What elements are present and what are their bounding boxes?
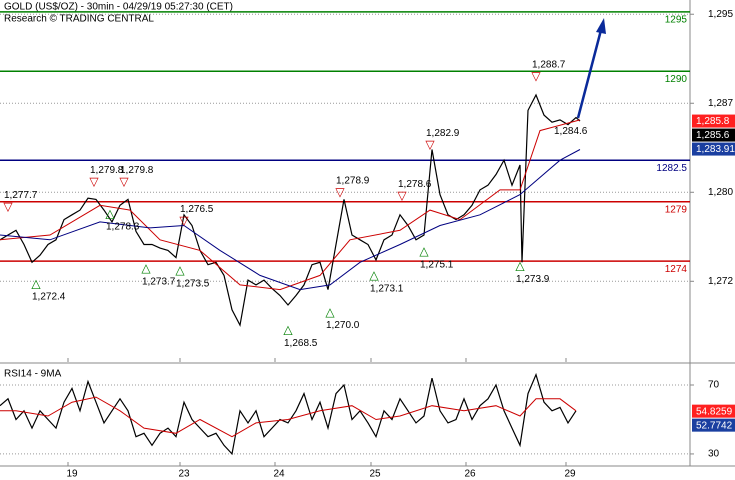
y-tick-label: 1,272: [708, 276, 733, 287]
series-line: [0, 119, 581, 291]
chart-subtitle: Research © TRADING CENTRAL: [4, 14, 154, 25]
extreme-label: 1,273.5: [176, 279, 210, 290]
series-line: [0, 396, 577, 438]
value-box-label: 52.7742: [696, 420, 733, 431]
extreme-marker: △: [369, 268, 379, 282]
forecast-arrow: [576, 29, 603, 119]
x-tick-label: 23: [178, 469, 190, 480]
forecast-arrowhead: [596, 18, 606, 34]
y-tick-label: 1,287: [708, 98, 733, 109]
value-box: [692, 114, 735, 128]
extreme-label: 1,276.5: [180, 204, 214, 215]
x-tick-label: 19: [66, 469, 78, 480]
extreme-marker: ▽: [119, 174, 129, 188]
plot: 1,295 1,287 1,280 1,272 1295 1290 1282.5 1279 12…: [0, 9, 735, 480]
x-tick-label: 26: [464, 469, 476, 480]
value-box-label: 1,285.8: [696, 116, 730, 127]
x-tick-label: 29: [564, 469, 576, 480]
extreme-label: 1,277.7: [4, 190, 38, 201]
value-box-label: 1,283.91: [696, 144, 735, 155]
extreme-marker: △: [105, 206, 115, 220]
extreme-marker: △: [141, 261, 151, 275]
extreme-label: 1,272.4: [32, 292, 66, 303]
x-tick-label: 24: [273, 469, 285, 480]
value-box-label: 1,285.6: [696, 130, 730, 141]
value-box-label: 54.8259: [696, 406, 733, 417]
value-box: [692, 418, 735, 432]
extreme-label: 1,278.3: [106, 222, 140, 233]
value-box: [692, 142, 735, 156]
level-label: 1282.5: [656, 163, 687, 174]
extreme-label: 1,278.6: [398, 179, 432, 190]
extreme-marker: ▽: [89, 174, 99, 188]
extreme-marker: △: [419, 244, 429, 258]
extreme-marker: ▽: [179, 214, 189, 228]
extreme-marker: △: [175, 263, 185, 277]
value-box: [692, 128, 735, 142]
extreme-label: 1,288.7: [532, 59, 566, 70]
level-label: 1290: [665, 74, 688, 85]
y-tick-label: 1,295: [708, 9, 733, 20]
level-label: 1274: [665, 264, 688, 275]
extreme-label: 1,273.9: [516, 274, 550, 285]
extreme-marker: △: [31, 276, 41, 290]
value-box: [692, 404, 735, 418]
extreme-marker: △: [515, 258, 525, 272]
extreme-label: 1,270.0: [326, 320, 360, 331]
extreme-marker: ▽: [335, 185, 345, 199]
extreme-marker: ▽: [397, 189, 407, 203]
level-label: 1295: [665, 15, 688, 26]
extreme-marker: ▽: [425, 138, 435, 152]
extreme-label: 1,282.9: [426, 128, 460, 139]
ma-label: 1,284.6: [554, 126, 588, 137]
extreme-label: 1,273.7: [142, 276, 176, 287]
series-line: [0, 149, 581, 291]
extreme-marker: △: [325, 305, 335, 319]
rsi-title: RSI14 - 9MA: [4, 369, 62, 380]
series-line: [0, 93, 581, 328]
extreme-label: 1,275.1: [420, 260, 454, 271]
y-tick-label: 70: [708, 380, 720, 391]
extreme-label: 1,279.8: [90, 165, 124, 176]
extreme-label: 1,268.5: [284, 338, 318, 349]
y-tick-label: 1,280: [708, 187, 733, 198]
x-tick-label: 25: [369, 469, 381, 480]
level-label: 1279: [665, 204, 688, 215]
extreme-marker: ▽: [531, 69, 541, 83]
extreme-label: 1,278.9: [336, 176, 370, 187]
extreme-label: 1,279.8: [120, 165, 154, 176]
chart-title: GOLD (US$/OZ) - 30min - 04/29/19 05:27:3…: [4, 2, 233, 13]
extreme-label: 1,273.1: [370, 283, 404, 294]
y-tick-label: 30: [708, 449, 720, 460]
extreme-marker: △: [283, 323, 293, 337]
extreme-marker: ▽: [3, 199, 13, 213]
series-line: [0, 372, 577, 456]
